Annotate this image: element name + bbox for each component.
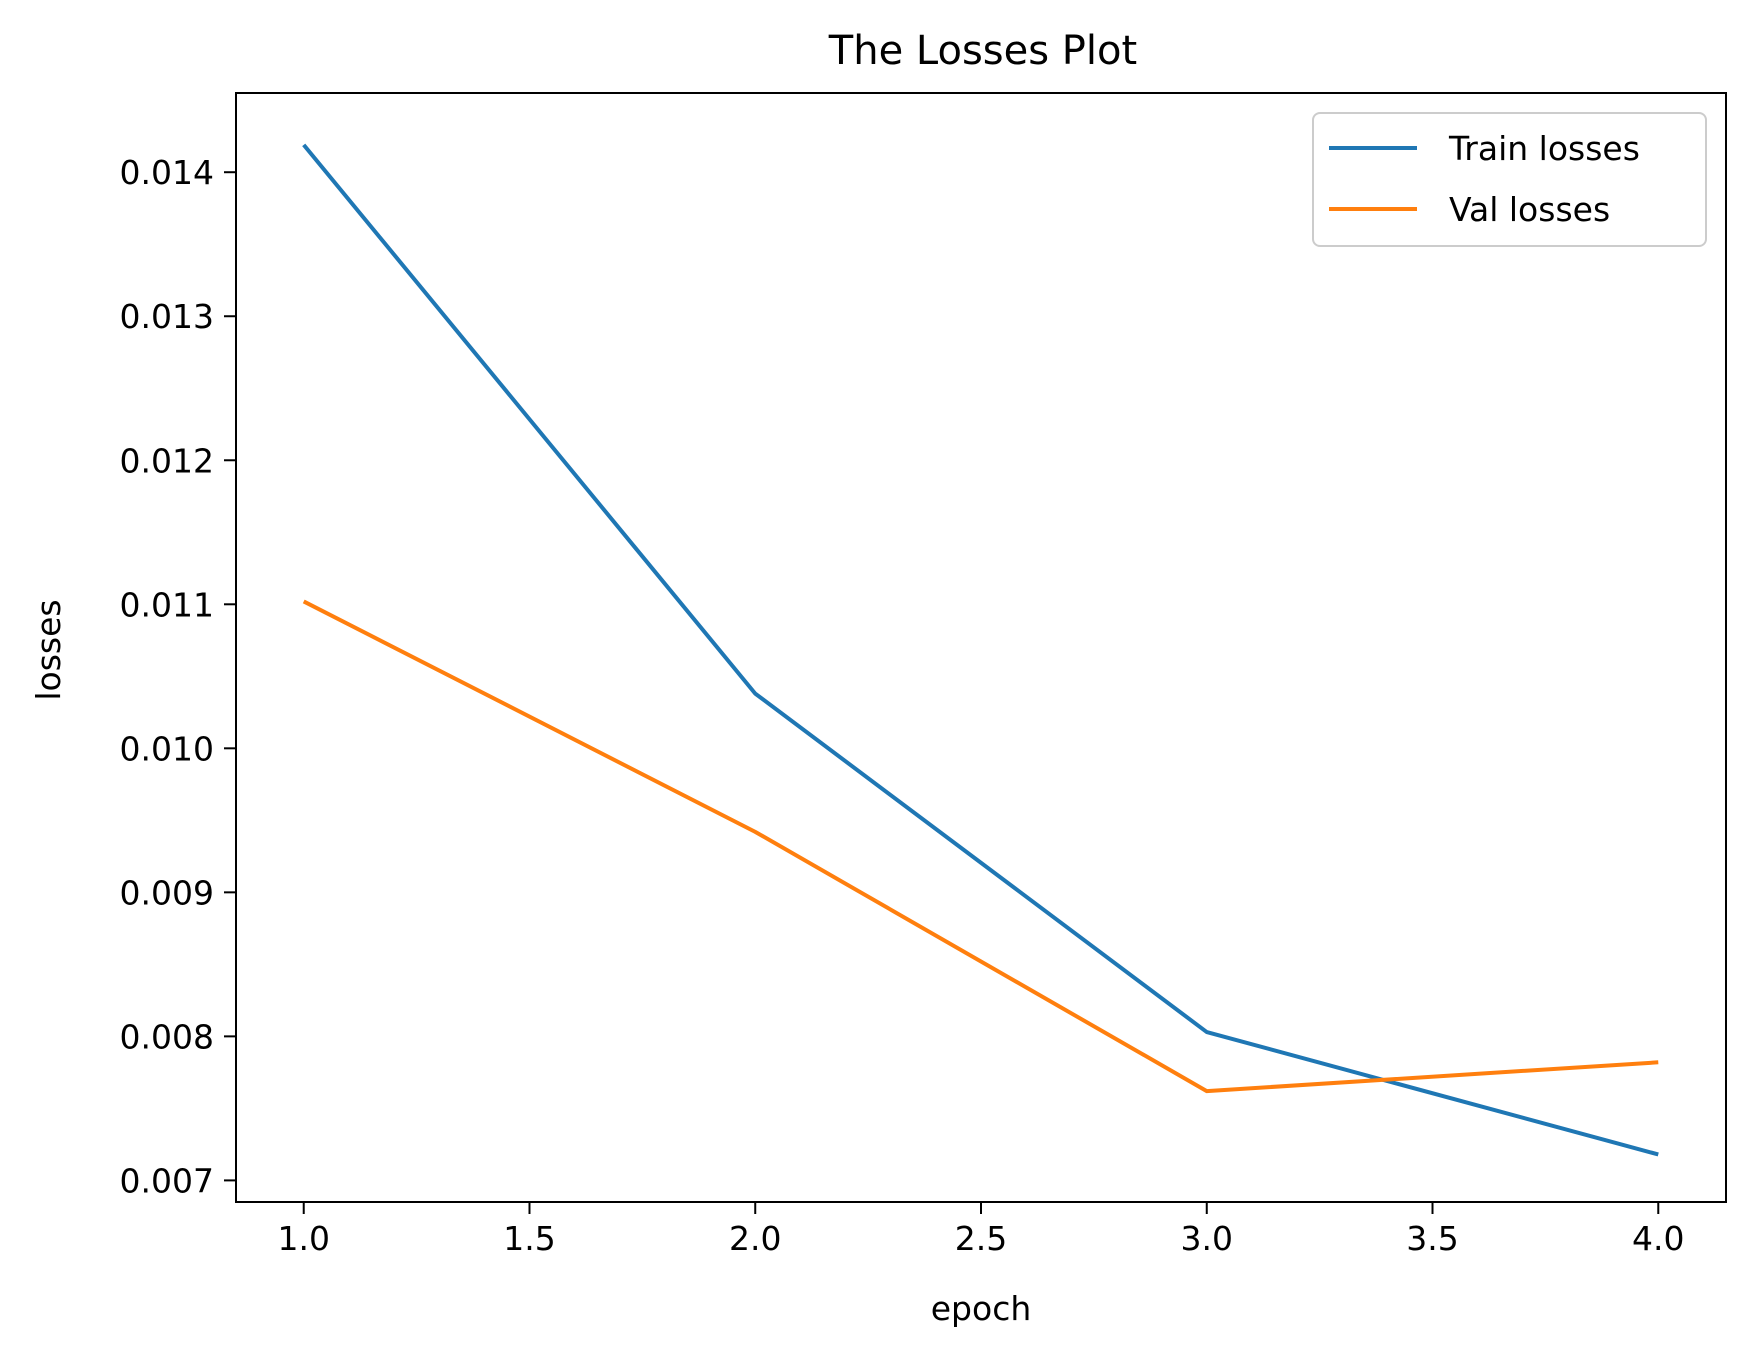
plot-frame — [235, 92, 1727, 1203]
y-tick-label: 0.009 — [120, 873, 214, 912]
x-tick-label: 1.5 — [503, 1219, 555, 1258]
x-tick-label: 4.0 — [1632, 1219, 1684, 1258]
legend-label-val-losses: Val losses — [1449, 190, 1610, 229]
y-axis-ticks: 0.007 0.008 0.009 0.010 0.011 0.012 0.013 0.014 — [120, 153, 236, 1200]
x-axis-label: epoch — [931, 1289, 1032, 1328]
series-layer — [302, 143, 1659, 1157]
x-tick-label: 3.0 — [1181, 1219, 1233, 1258]
y-tick-label: 0.011 — [120, 585, 214, 624]
y-tick-label: 0.014 — [120, 153, 214, 192]
y-tick-label: 0.008 — [120, 1017, 214, 1056]
legend: Train losses Val losses — [1312, 112, 1707, 247]
x-tick-label: 2.5 — [955, 1219, 1007, 1258]
x-tick-label: 1.0 — [277, 1219, 329, 1258]
y-tick-label: 0.010 — [120, 729, 214, 768]
x-tick-label: 3.5 — [1406, 1219, 1458, 1258]
series-line-val-losses — [302, 599, 1659, 1094]
y-axis-label: losses — [29, 599, 68, 700]
y-tick-label: 0.007 — [120, 1161, 214, 1200]
series-line-train-losses — [302, 143, 1659, 1157]
x-tick-label: 2.0 — [729, 1219, 781, 1258]
x-axis-ticks: 1.0 1.5 2.0 2.5 3.0 3.5 4.0 — [277, 1202, 1685, 1258]
y-tick-label: 0.013 — [120, 297, 214, 336]
chart-title: The Losses Plot — [828, 28, 1137, 74]
y-tick-label: 0.012 — [120, 441, 214, 480]
legend-label-train-losses: Train losses — [1448, 129, 1640, 168]
